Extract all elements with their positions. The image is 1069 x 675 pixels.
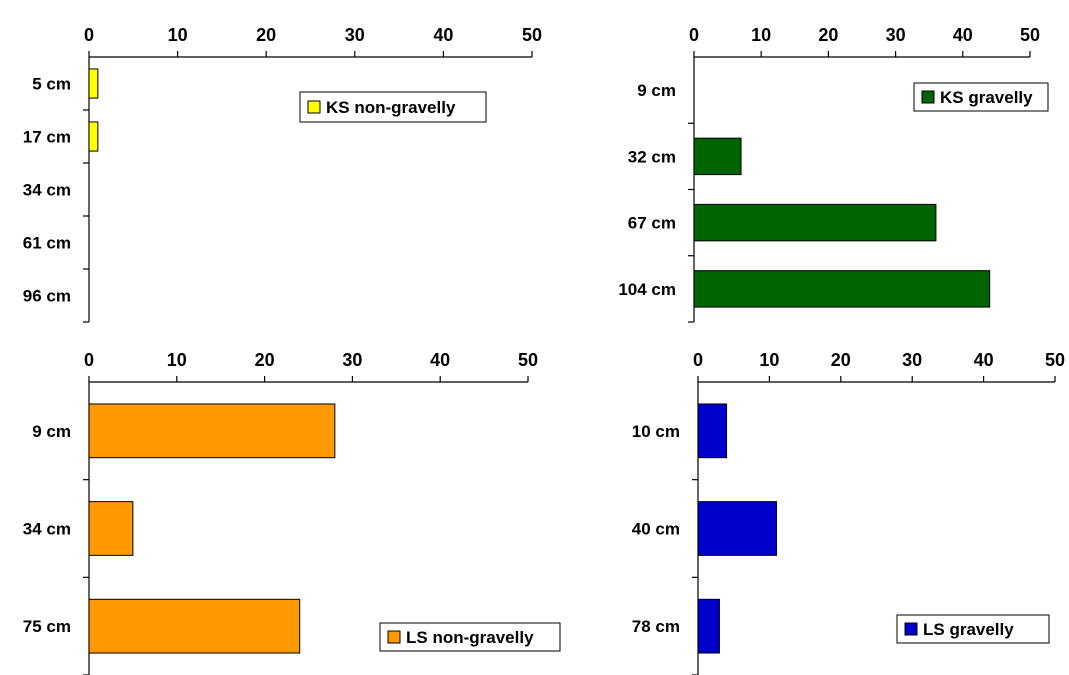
chart-panel-1: 0 10 20 30 40 50 5 cm 17 cm 34 cm 61 cm 96 cm KS no… bbox=[23, 25, 542, 323]
category-label: 75 cm bbox=[23, 617, 71, 636]
legend-box bbox=[896, 614, 1050, 644]
bar bbox=[88, 68, 99, 99]
x-tick-label: 0 bbox=[689, 25, 699, 45]
category-label: 34 cm bbox=[23, 181, 71, 200]
category-label: 40 cm bbox=[632, 520, 680, 539]
bar bbox=[697, 598, 720, 654]
x-tick-label: 40 bbox=[953, 25, 973, 45]
x-tick-label: 50 bbox=[1020, 25, 1040, 45]
x-tick-label: 20 bbox=[255, 350, 275, 370]
category-label: 9 cm bbox=[32, 422, 71, 441]
bar bbox=[88, 121, 99, 152]
x-tick-label: 0 bbox=[693, 350, 703, 370]
bar bbox=[88, 501, 134, 556]
bar bbox=[697, 501, 778, 556]
x-tick-label: 30 bbox=[902, 350, 922, 370]
category-label: 10 cm bbox=[632, 422, 680, 441]
bar bbox=[693, 270, 991, 308]
legend-swatch bbox=[904, 622, 918, 636]
category-label: 104 cm bbox=[618, 280, 676, 299]
legend: LS gravelly bbox=[896, 614, 1050, 644]
x-tick-label: 40 bbox=[430, 350, 450, 370]
bar bbox=[88, 598, 301, 654]
x-tick-label: 30 bbox=[342, 350, 362, 370]
category-label: 96 cm bbox=[23, 287, 71, 306]
x-tick-label: 20 bbox=[818, 25, 838, 45]
x-tick-label: 10 bbox=[759, 350, 779, 370]
legend-swatch bbox=[921, 90, 935, 104]
x-tick-label: 50 bbox=[522, 25, 542, 45]
x-tick-label: 0 bbox=[84, 350, 94, 370]
x-tick-label: 50 bbox=[518, 350, 538, 370]
legend-box bbox=[379, 622, 561, 652]
category-label: 67 cm bbox=[628, 214, 676, 233]
legend-label: KS gravelly bbox=[940, 88, 1033, 107]
category-label: 61 cm bbox=[23, 234, 71, 253]
category-label: 5 cm bbox=[32, 75, 71, 94]
x-tick-label: 20 bbox=[831, 350, 851, 370]
chart-panel-3: 0 10 20 30 40 50 9 cm 34 cm 75 cm LS non-gravelly bbox=[23, 350, 561, 675]
category-label: 34 cm bbox=[23, 520, 71, 539]
x-tick-label: 10 bbox=[168, 25, 188, 45]
legend-label: LS non-gravelly bbox=[406, 628, 534, 647]
legend: KS gravelly bbox=[913, 82, 1049, 112]
category-label: 32 cm bbox=[628, 147, 676, 166]
bar bbox=[697, 403, 728, 459]
x-tick-label: 50 bbox=[1045, 350, 1065, 370]
legend: LS non-gravelly bbox=[379, 622, 561, 652]
category-label: 78 cm bbox=[632, 617, 680, 636]
x-tick-label: 20 bbox=[256, 25, 276, 45]
x-tick-label: 10 bbox=[167, 350, 187, 370]
legend-swatch bbox=[307, 100, 321, 114]
legend-label: LS gravelly bbox=[923, 620, 1014, 639]
legend-swatch bbox=[387, 630, 401, 644]
x-tick-label: 10 bbox=[751, 25, 771, 45]
x-tick-label: 40 bbox=[433, 25, 453, 45]
category-label: 9 cm bbox=[637, 81, 676, 100]
legend-box bbox=[299, 91, 487, 123]
legend-label: KS non-gravelly bbox=[326, 98, 456, 117]
bar bbox=[693, 203, 937, 242]
chart-panel-4: 0 10 20 30 40 50 10 cm 40 cm 78 cm LS gravelly bbox=[632, 350, 1065, 675]
x-tick-label: 0 bbox=[84, 25, 94, 45]
x-tick-label: 40 bbox=[974, 350, 994, 370]
legend: KS non-gravelly bbox=[299, 91, 487, 123]
x-tick-label: 30 bbox=[886, 25, 906, 45]
category-label: 17 cm bbox=[23, 128, 71, 147]
x-tick-label: 30 bbox=[345, 25, 365, 45]
bar bbox=[693, 137, 742, 176]
bar bbox=[88, 403, 336, 459]
chart-panel-2: 0 10 20 30 40 50 9 cm 32 cm 67 cm 104 cm KS gravel… bbox=[618, 25, 1049, 323]
legend-box bbox=[913, 82, 1049, 112]
